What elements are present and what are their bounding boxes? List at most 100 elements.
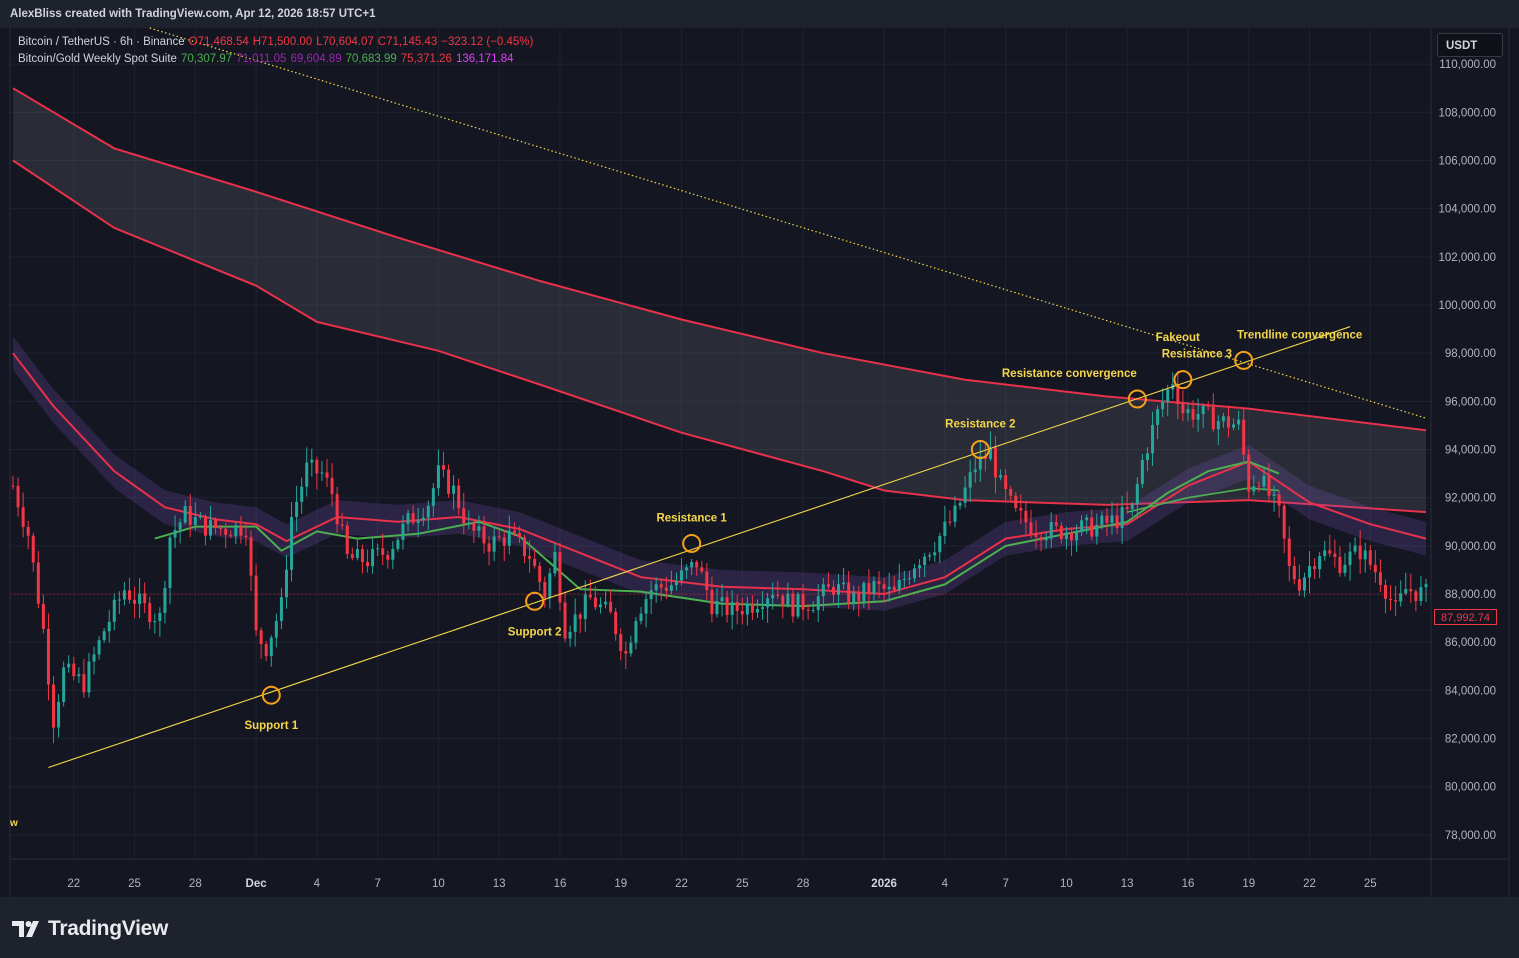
candle[interactable] bbox=[1313, 558, 1317, 579]
candle[interactable] bbox=[335, 486, 339, 533]
candle[interactable] bbox=[198, 512, 202, 520]
candle[interactable] bbox=[1216, 415, 1220, 445]
candle[interactable] bbox=[1267, 463, 1271, 502]
candle[interactable] bbox=[1145, 447, 1149, 472]
candle[interactable] bbox=[279, 587, 283, 630]
candle[interactable] bbox=[933, 541, 937, 562]
candle[interactable] bbox=[214, 517, 218, 534]
candle[interactable] bbox=[52, 676, 56, 744]
candle[interactable] bbox=[826, 572, 830, 589]
candle[interactable] bbox=[1343, 553, 1347, 577]
candle[interactable] bbox=[654, 577, 658, 603]
candle[interactable] bbox=[173, 515, 177, 548]
candle[interactable] bbox=[411, 505, 415, 526]
candle[interactable] bbox=[644, 592, 648, 628]
candle[interactable] bbox=[1282, 502, 1286, 554]
candle[interactable] bbox=[1156, 405, 1160, 440]
candle[interactable] bbox=[943, 505, 947, 544]
candle[interactable] bbox=[178, 518, 182, 544]
candle[interactable] bbox=[77, 667, 81, 684]
candle[interactable] bbox=[396, 537, 400, 552]
candle[interactable] bbox=[300, 477, 304, 514]
candle[interactable] bbox=[548, 568, 552, 609]
candle[interactable] bbox=[674, 572, 678, 591]
candle[interactable] bbox=[16, 477, 20, 517]
candle[interactable] bbox=[1201, 403, 1205, 429]
candle[interactable] bbox=[786, 582, 790, 608]
candle[interactable] bbox=[811, 601, 815, 614]
candle[interactable] bbox=[224, 522, 228, 549]
candle[interactable] bbox=[82, 658, 86, 698]
candle[interactable] bbox=[153, 613, 157, 634]
candle[interactable] bbox=[1292, 556, 1296, 585]
candle[interactable] bbox=[1009, 485, 1013, 501]
candle[interactable] bbox=[1348, 542, 1352, 581]
candle[interactable] bbox=[264, 641, 268, 661]
candle[interactable] bbox=[1237, 410, 1241, 430]
candle[interactable] bbox=[553, 542, 557, 577]
candle[interactable] bbox=[1287, 526, 1291, 582]
candle[interactable] bbox=[973, 458, 977, 483]
candle[interactable] bbox=[730, 590, 734, 630]
candle[interactable] bbox=[1044, 532, 1048, 549]
candle[interactable] bbox=[831, 580, 835, 605]
candle[interactable] bbox=[1135, 477, 1139, 519]
candle[interactable] bbox=[1333, 539, 1337, 568]
candle[interactable] bbox=[771, 582, 775, 610]
candle[interactable] bbox=[604, 591, 608, 609]
candle[interactable] bbox=[923, 553, 927, 577]
candle[interactable] bbox=[416, 507, 420, 538]
candle[interactable] bbox=[988, 431, 992, 461]
candle[interactable] bbox=[690, 559, 694, 576]
candle[interactable] bbox=[1257, 481, 1261, 493]
candle[interactable] bbox=[376, 543, 380, 556]
candle[interactable] bbox=[1039, 532, 1043, 552]
candle[interactable] bbox=[355, 539, 359, 561]
candle[interactable] bbox=[872, 576, 876, 601]
candle[interactable] bbox=[745, 596, 749, 626]
candle[interactable] bbox=[183, 500, 187, 525]
candle[interactable] bbox=[381, 533, 385, 566]
candle[interactable] bbox=[1262, 467, 1266, 491]
candle[interactable] bbox=[386, 550, 390, 569]
candle[interactable] bbox=[1191, 400, 1195, 428]
candle[interactable] bbox=[1323, 540, 1327, 561]
candle[interactable] bbox=[629, 635, 633, 657]
candle[interactable] bbox=[1328, 534, 1332, 557]
candle[interactable] bbox=[821, 577, 825, 611]
candle[interactable] bbox=[477, 515, 481, 538]
candle[interactable] bbox=[1019, 494, 1023, 525]
candle[interactable] bbox=[209, 505, 213, 540]
candle[interactable] bbox=[310, 448, 314, 477]
candle[interactable] bbox=[452, 475, 456, 510]
candle[interactable] bbox=[1338, 546, 1342, 577]
candle[interactable] bbox=[320, 461, 324, 481]
candle[interactable] bbox=[1196, 398, 1200, 433]
candle[interactable] bbox=[907, 571, 911, 585]
candle[interactable] bbox=[1059, 522, 1063, 544]
candle[interactable] bbox=[284, 554, 288, 609]
candle[interactable] bbox=[593, 586, 597, 611]
candle[interactable] bbox=[436, 449, 440, 496]
candle[interactable] bbox=[852, 585, 856, 611]
candle[interactable] bbox=[497, 528, 501, 541]
candle[interactable] bbox=[112, 593, 116, 631]
candle[interactable] bbox=[1353, 537, 1357, 555]
candle[interactable] bbox=[1100, 511, 1104, 530]
candle[interactable] bbox=[538, 561, 542, 591]
indicator-legend[interactable]: Bitcoin/Gold Weekly Spot Suite 70,307.97 7… bbox=[18, 53, 518, 65]
candle[interactable] bbox=[695, 560, 699, 576]
candle[interactable] bbox=[1389, 585, 1393, 611]
candle[interactable] bbox=[315, 456, 319, 490]
candle[interactable] bbox=[1206, 401, 1210, 411]
candle[interactable] bbox=[517, 526, 521, 543]
candle[interactable] bbox=[92, 646, 96, 675]
candle[interactable] bbox=[781, 593, 785, 619]
candle[interactable] bbox=[842, 567, 846, 590]
candles[interactable] bbox=[11, 370, 1428, 744]
candle[interactable] bbox=[507, 515, 511, 555]
candle[interactable] bbox=[391, 541, 395, 569]
candle[interactable] bbox=[148, 596, 152, 630]
candle[interactable] bbox=[1394, 585, 1398, 617]
candle[interactable] bbox=[122, 582, 126, 606]
